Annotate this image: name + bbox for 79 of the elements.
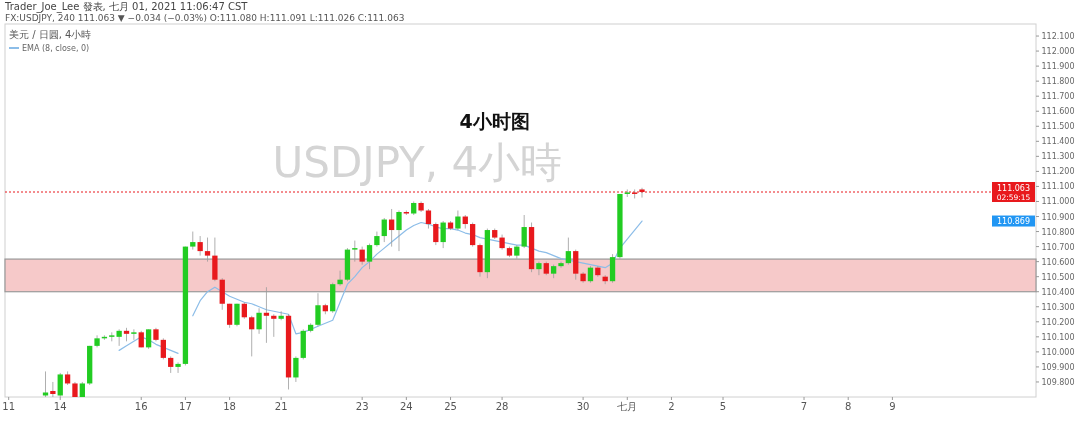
y-tick-label: 110.800	[1041, 227, 1075, 237]
y-tick-label: 111.100	[1041, 182, 1075, 192]
x-tick-label: 5	[719, 401, 727, 412]
y-tick-label: 111.900	[1041, 62, 1075, 72]
x-tick-label: 23	[355, 401, 369, 412]
y-tick-label: 111.300	[1041, 152, 1075, 162]
candlestick	[197, 235, 203, 257]
y-tick-label: 112.100	[1041, 32, 1075, 42]
candlestick	[123, 327, 130, 342]
y-tick-label: 110.700	[1041, 242, 1075, 252]
x-tick-label: 7	[800, 401, 808, 412]
candlestick	[190, 231, 196, 250]
candlestick	[175, 362, 181, 374]
y-tick-label: 110.900	[1041, 212, 1075, 222]
candlestick	[580, 271, 586, 284]
x-tick-label: 8	[845, 401, 852, 412]
y-tick-label: 110.000	[1041, 347, 1075, 357]
y-tick-label: 110.500	[1041, 272, 1075, 282]
y-tick-label: 110.100	[1041, 332, 1075, 342]
text: 4小时图	[459, 110, 530, 133]
y-tick-label: 110.400	[1041, 287, 1075, 297]
text: Trader_Joe_Lee 發表, 七月 01, 2021 11:06:47 CST	[4, 1, 249, 13]
candlestick	[271, 313, 277, 338]
x-tick-label: 2	[668, 401, 675, 412]
candlestick	[558, 261, 564, 269]
candlestick	[109, 331, 115, 342]
y-tick-label: 109.900	[1041, 362, 1075, 372]
x-tick-label: 11	[2, 401, 16, 412]
y-tick-label: 111.700	[1041, 92, 1075, 102]
candlestick	[116, 328, 122, 347]
x-tick-label: 七月	[617, 401, 638, 412]
y-tick-label: 110.300	[1041, 302, 1075, 312]
candlestick	[145, 328, 152, 350]
x-tick-label: 21	[274, 401, 288, 412]
annotation: 美元 / 日圓, 4小時	[9, 29, 92, 40]
candlestick	[131, 328, 137, 341]
y-tick-label: 111.200	[1041, 167, 1075, 177]
text: FX:USDJPY, 240 111.063 ▼ −0.034 (−0.03%) O:111.080 H:111.091 L:111.026 C:111.063	[5, 13, 405, 23]
candlestick	[440, 220, 446, 249]
y-tick-label: 111.600	[1041, 107, 1075, 117]
candlestick	[425, 208, 432, 229]
x-tick-label: 18	[223, 401, 236, 412]
candlestick	[160, 337, 166, 360]
x-tick-label: 9	[889, 401, 896, 412]
y-tick-label: 110.600	[1041, 257, 1075, 267]
candlestick	[381, 217, 387, 243]
candlestick	[396, 210, 402, 252]
candlestick	[249, 315, 255, 357]
x-tick-label: 17	[179, 401, 192, 412]
candlestick	[256, 307, 262, 335]
x-tick-label: 28	[495, 401, 509, 412]
ref-line-label: 111.063	[996, 183, 1031, 193]
x-tick-label: 24	[399, 401, 413, 412]
y-tick-label: 111.400	[1041, 137, 1075, 147]
candlestick	[469, 222, 476, 247]
candlestick	[433, 222, 439, 246]
candlestick	[226, 303, 233, 329]
candlestick	[521, 214, 527, 249]
y-tick-label: 109.800	[1041, 377, 1075, 387]
y-tick-label: 110.200	[1041, 317, 1075, 327]
candlestick	[536, 261, 542, 276]
annotation: 110.869	[996, 217, 1031, 227]
candlestick	[50, 381, 56, 398]
candlestick	[374, 231, 380, 247]
y-tick-label: 112.000	[1041, 47, 1075, 57]
x-tick-label: 30	[576, 401, 590, 412]
y-tick-label: 111.500	[1041, 122, 1075, 132]
y-tick-label: 111.800	[1041, 77, 1075, 87]
candlestick	[337, 270, 343, 287]
candlestick	[455, 210, 461, 231]
legend-label: EMA (8, close, 0)	[22, 44, 90, 53]
candlestick	[57, 372, 63, 398]
candlestick	[624, 189, 630, 198]
x-tick-label: 25	[444, 401, 457, 412]
x-tick-label: 16	[134, 401, 148, 412]
x-tick-label: 14	[53, 401, 67, 412]
candlestick	[293, 355, 299, 383]
candlestick	[42, 371, 49, 398]
y-tick-label: 111.000	[1041, 197, 1075, 207]
